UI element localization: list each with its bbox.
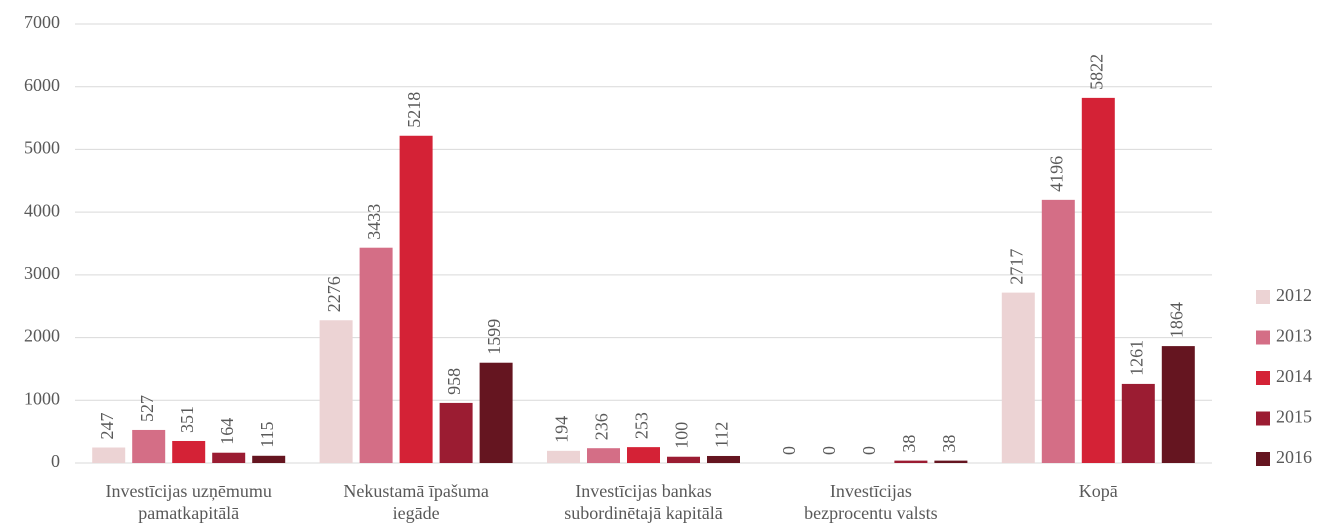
x-tick-label: Kopā bbox=[1079, 481, 1118, 501]
bar bbox=[587, 448, 620, 463]
bar bbox=[707, 455, 740, 463]
legend-swatch bbox=[1256, 371, 1270, 385]
legend-label: 2013 bbox=[1276, 326, 1312, 346]
value-label: 100 bbox=[672, 422, 692, 449]
bar bbox=[894, 460, 928, 463]
y-tick-label: 4000 bbox=[24, 200, 60, 220]
legend-label: 2016 bbox=[1276, 447, 1312, 467]
value-label: 5218 bbox=[404, 92, 424, 128]
value-label: 112 bbox=[712, 422, 732, 448]
value-label: 3433 bbox=[364, 204, 384, 240]
value-label: 253 bbox=[632, 412, 652, 439]
legend-swatch bbox=[1256, 452, 1270, 466]
bar bbox=[1001, 292, 1035, 463]
bar bbox=[439, 402, 473, 463]
bar bbox=[132, 429, 166, 463]
value-label: 38 bbox=[899, 435, 919, 453]
x-tick-label: bezprocentu valsts bbox=[804, 503, 937, 523]
x-tick-label: subordinētajā kapitālā bbox=[564, 503, 722, 523]
y-tick-label: 1000 bbox=[24, 388, 60, 408]
bar bbox=[627, 447, 660, 463]
value-label: 1864 bbox=[1166, 302, 1186, 338]
bar bbox=[399, 135, 433, 464]
x-tick-label: vērtspapīros bbox=[827, 525, 915, 528]
bar bbox=[1041, 199, 1075, 463]
x-tick-label: Investīcijas uzņēmumu bbox=[105, 481, 271, 501]
bar bbox=[319, 320, 353, 463]
value-label: 194 bbox=[552, 416, 572, 443]
legend-label: 2015 bbox=[1276, 407, 1312, 427]
value-label: 1599 bbox=[484, 319, 504, 355]
value-label: 0 bbox=[779, 446, 799, 455]
x-tick-label: iegāde bbox=[393, 503, 440, 523]
value-label: 351 bbox=[177, 406, 197, 433]
value-label: 236 bbox=[592, 413, 612, 440]
legend-swatch bbox=[1256, 330, 1270, 345]
legend-swatch bbox=[1256, 411, 1270, 426]
value-label: 4196 bbox=[1046, 156, 1066, 192]
value-label: 115 bbox=[257, 421, 277, 447]
y-tick-label: 2000 bbox=[24, 326, 60, 346]
bar bbox=[92, 447, 126, 463]
y-tick-label: 3000 bbox=[24, 263, 60, 283]
bar bbox=[934, 460, 968, 463]
bar bbox=[1121, 383, 1155, 463]
bar bbox=[359, 247, 393, 463]
y-tick-label: 0 bbox=[51, 451, 60, 471]
bar bbox=[547, 450, 580, 463]
value-label: 2717 bbox=[1006, 249, 1026, 285]
value-label: 958 bbox=[444, 368, 464, 395]
bar bbox=[1161, 346, 1195, 463]
y-tick-label: 7000 bbox=[24, 12, 60, 32]
value-label: 247 bbox=[97, 413, 117, 440]
bar bbox=[212, 452, 246, 463]
value-label: 0 bbox=[859, 446, 879, 455]
bar bbox=[172, 440, 206, 463]
x-tick-label: pamatkapitālā bbox=[138, 503, 239, 523]
legend-swatch bbox=[1256, 290, 1270, 304]
legend-label: 2012 bbox=[1276, 285, 1312, 305]
value-label: 164 bbox=[217, 418, 237, 445]
x-tick-label: Investīcijas bankas bbox=[575, 481, 711, 501]
x-tick-label: Nekustamā īpašuma bbox=[343, 481, 488, 501]
bar bbox=[252, 455, 286, 463]
value-label: 5822 bbox=[1086, 54, 1106, 90]
y-tick-label: 5000 bbox=[24, 138, 60, 158]
y-tick-label: 6000 bbox=[24, 75, 60, 95]
value-label: 2276 bbox=[324, 276, 344, 312]
value-label: 0 bbox=[819, 446, 839, 455]
x-tick-label: Investīcijas bbox=[830, 481, 912, 501]
value-label: 38 bbox=[939, 435, 959, 453]
value-label: 1261 bbox=[1126, 340, 1146, 376]
value-label: 527 bbox=[137, 395, 157, 422]
legend-label: 2014 bbox=[1276, 366, 1312, 386]
bar bbox=[667, 456, 700, 463]
bar bbox=[1081, 97, 1115, 463]
bar bbox=[479, 362, 513, 463]
